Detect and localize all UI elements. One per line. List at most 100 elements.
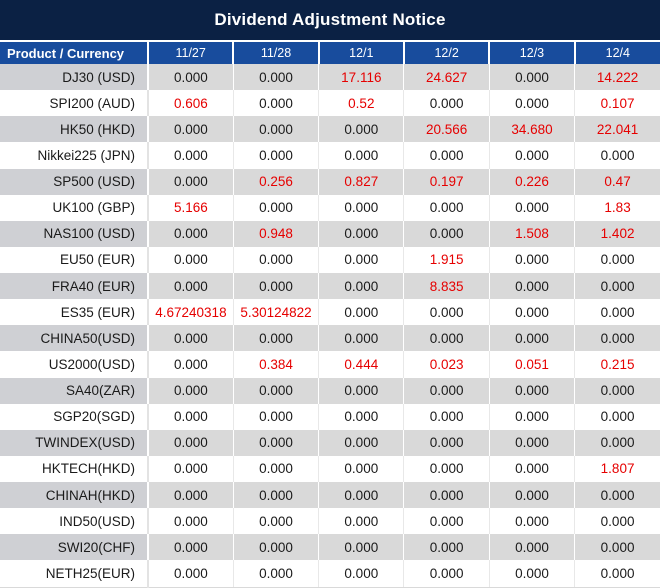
value-cell: 0.000 <box>489 64 576 91</box>
value-cell: 0.000 <box>489 246 576 273</box>
value-cell: 0.000 <box>318 534 405 561</box>
column-header: 11/27 <box>148 40 235 64</box>
value-cell: 0.000 <box>318 482 405 509</box>
value-cell: 0.000 <box>233 482 320 509</box>
value-cell: 0.000 <box>318 403 405 430</box>
value-cell: 0.000 <box>233 273 320 300</box>
value-cell: 0.444 <box>318 351 405 378</box>
product-currency-header: Product / Currency <box>0 40 149 64</box>
value-cell: 0.215 <box>574 351 660 378</box>
value-cell: 0.000 <box>574 142 660 169</box>
column-header: 12/1 <box>318 40 405 64</box>
product-cell: IND50(USD) <box>0 508 149 535</box>
value-cell: 0.000 <box>148 560 234 588</box>
value-cell: 0.000 <box>148 273 234 300</box>
value-cell: 0.000 <box>574 403 660 430</box>
value-cell: 0.000 <box>148 455 234 482</box>
value-cell: 0.000 <box>489 142 576 169</box>
product-cell: SGP20(SGD) <box>0 403 149 430</box>
table-row: FRA40 (EUR) 0.000 0.000 0.000 8.835 0.000 0.00… <box>0 273 660 300</box>
table-row: DJ30 (USD) 0.000 0.000 17.116 24.627 0.000 14.… <box>0 64 660 91</box>
table-row: UK100 (GBP) 5.166 0.000 0.000 0.000 0.000 1.83 <box>0 194 660 221</box>
value-cell: 0.000 <box>148 403 234 430</box>
value-cell: 0.000 <box>318 246 405 273</box>
value-cell: 1.807 <box>574 455 660 482</box>
value-cell: 0.000 <box>489 403 576 430</box>
value-cell: 1.83 <box>574 194 660 221</box>
value-cell: 8.835 <box>403 273 490 300</box>
value-cell: 0.000 <box>489 560 576 588</box>
value-cell: 0.000 <box>148 351 234 378</box>
value-cell: 0.000 <box>148 508 234 535</box>
product-cell: SP500 (USD) <box>0 168 149 195</box>
value-cell: 17.116 <box>318 64 405 91</box>
value-cell: 0.000 <box>148 246 234 273</box>
product-cell: CHINAH(HKD) <box>0 482 149 509</box>
value-cell: 0.000 <box>233 508 320 535</box>
column-header: 12/3 <box>489 40 576 64</box>
product-cell: FRA40 (EUR) <box>0 273 149 300</box>
value-cell: 0.000 <box>403 508 490 535</box>
value-cell: 0.000 <box>489 325 576 352</box>
product-cell: SA40(ZAR) <box>0 377 149 404</box>
value-cell: 0.000 <box>318 299 405 326</box>
value-cell: 0.000 <box>574 560 660 588</box>
value-cell: 34.680 <box>489 116 576 143</box>
table-row: EU50 (EUR) 0.000 0.000 0.000 1.915 0.000 0.000 <box>0 246 660 273</box>
value-cell: 0.000 <box>403 194 490 221</box>
value-cell: 22.041 <box>574 116 660 143</box>
product-cell: Nikkei225 (JPN) <box>0 142 149 169</box>
value-cell: 0.000 <box>233 325 320 352</box>
value-cell: 0.000 <box>403 482 490 509</box>
value-cell: 0.000 <box>574 325 660 352</box>
value-cell: 0.000 <box>148 220 234 247</box>
value-cell: 0.000 <box>233 534 320 561</box>
value-cell: 0.000 <box>489 194 576 221</box>
value-cell: 0.000 <box>148 325 234 352</box>
value-cell: 0.000 <box>403 403 490 430</box>
value-cell: 20.566 <box>403 116 490 143</box>
product-cell: TWINDEX(USD) <box>0 429 149 456</box>
product-cell: HKTECH(HKD) <box>0 455 149 482</box>
value-cell: 0.000 <box>233 455 320 482</box>
value-cell: 0.000 <box>148 377 234 404</box>
value-cell: 0.000 <box>233 403 320 430</box>
value-cell: 0.000 <box>148 116 234 143</box>
value-cell: 0.948 <box>233 220 320 247</box>
value-cell: 5.166 <box>148 194 234 221</box>
value-cell: 0.000 <box>403 142 490 169</box>
table-row: NETH25(EUR) 0.000 0.000 0.000 0.000 0.000 0.00… <box>0 560 660 588</box>
value-cell: 24.627 <box>403 64 490 91</box>
table-body: DJ30 (USD) 0.000 0.000 17.116 24.627 0.000 14.… <box>0 64 660 588</box>
value-cell: 0.000 <box>233 560 320 588</box>
value-cell: 0.000 <box>489 377 576 404</box>
table-row: Nikkei225 (JPN) 0.000 0.000 0.000 0.000 0.000… <box>0 142 660 169</box>
value-cell: 0.000 <box>574 377 660 404</box>
value-cell: 0.000 <box>489 455 576 482</box>
value-cell: 1.402 <box>574 220 660 247</box>
value-cell: 0.47 <box>574 168 660 195</box>
product-cell: DJ30 (USD) <box>0 64 149 91</box>
value-cell: 0.000 <box>403 560 490 588</box>
value-cell: 0.197 <box>403 168 490 195</box>
value-cell: 0.000 <box>489 90 576 117</box>
table-row: HKTECH(HKD) 0.000 0.000 0.000 0.000 0.000 1.80… <box>0 455 660 482</box>
value-cell: 0.000 <box>403 299 490 326</box>
value-cell: 0.606 <box>148 90 234 117</box>
value-cell: 4.67240318 <box>148 299 234 326</box>
table-row: US2000(USD) 0.000 0.384 0.444 0.023 0.051 0.21… <box>0 351 660 378</box>
value-cell: 0.000 <box>148 429 234 456</box>
value-cell: 0.000 <box>403 220 490 247</box>
table-row: IND50(USD) 0.000 0.000 0.000 0.000 0.000 0.000 <box>0 508 660 535</box>
column-header: 12/2 <box>403 40 491 64</box>
value-cell: 0.000 <box>233 246 320 273</box>
value-cell: 0.000 <box>318 508 405 535</box>
value-cell: 0.000 <box>318 116 405 143</box>
product-cell: US2000(USD) <box>0 351 149 378</box>
value-cell: 0.000 <box>489 508 576 535</box>
value-cell: 0.000 <box>148 482 234 509</box>
value-cell: 0.000 <box>318 273 405 300</box>
product-cell: CHINA50(USD) <box>0 325 149 352</box>
value-cell: 0.000 <box>233 429 320 456</box>
